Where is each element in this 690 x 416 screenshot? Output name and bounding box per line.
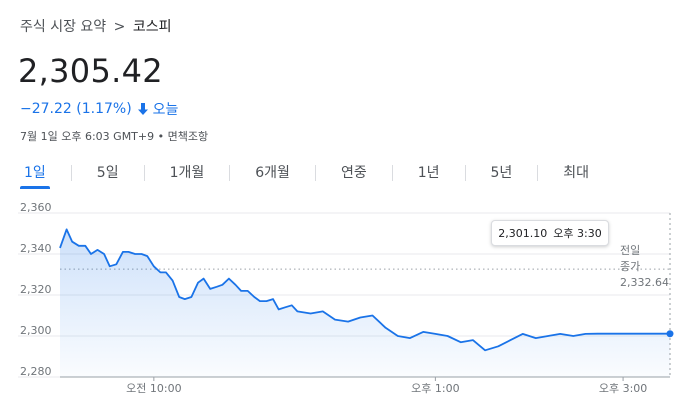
y-tick-label: 2,320 xyxy=(20,283,52,296)
breadcrumb-current: 코스피 xyxy=(132,19,172,35)
price-change: −27.22 (1.17%) xyxy=(20,101,132,117)
tab-divider xyxy=(229,165,231,181)
range-tabs: 1일 5일 1개월 6개월 연중 1년 5년 최대 xyxy=(20,163,593,189)
chart-tooltip: 2,301.10 오후 3:30 xyxy=(491,220,609,246)
y-tick-label: 2,300 xyxy=(20,324,52,337)
tab-divider xyxy=(143,165,145,181)
y-tick-label: 2,360 xyxy=(20,201,52,214)
tab-4[interactable]: 6개월 xyxy=(255,165,290,181)
breadcrumb-separator: > xyxy=(113,19,126,35)
tab-divider xyxy=(314,165,316,181)
breadcrumb: 주식 시장 요약 > 코스피 xyxy=(20,16,171,36)
tab-1[interactable]: 1일 xyxy=(20,163,50,189)
tooltip-time: 오후 3:30 xyxy=(553,227,602,240)
previous-close-value: 2,332.64 xyxy=(620,276,669,289)
y-tick-label: 2,280 xyxy=(20,365,52,378)
price-chart: 2,360 2,340 2,320 2,300 2,280 오전 10:00 오후 1:00… xyxy=(18,201,674,395)
current-price: 2,305.42 xyxy=(18,52,163,90)
tab-divider xyxy=(391,165,393,181)
change-period: 오늘 xyxy=(152,102,179,118)
tab-7[interactable]: 5년 xyxy=(490,165,513,181)
tab-5[interactable]: 연중 xyxy=(340,165,367,181)
price-change-row: −27.22 (1.17%) 오늘 xyxy=(20,99,178,119)
y-tick-label: 2,340 xyxy=(20,242,52,255)
previous-close: 전일 종가 2,332.64 xyxy=(620,243,669,291)
tab-divider xyxy=(464,165,466,181)
x-tick-label: 오전 10:00 xyxy=(126,382,181,395)
hover-point xyxy=(666,330,674,338)
price-line xyxy=(59,228,670,352)
previous-close-label-1: 전일 xyxy=(620,244,641,257)
tab-3[interactable]: 1개월 xyxy=(169,165,205,181)
tooltip-value: 2,301.10 xyxy=(498,226,548,240)
arrow-down-icon xyxy=(137,102,149,116)
tab-divider xyxy=(537,165,539,181)
price-area xyxy=(60,229,670,377)
x-tick-label: 오후 1:00 xyxy=(411,382,459,395)
tab-2[interactable]: 5일 xyxy=(96,165,119,181)
tab-8[interactable]: 최대 xyxy=(563,165,590,181)
breadcrumb-root-link[interactable]: 주식 시장 요약 xyxy=(20,19,107,35)
previous-close-label-2: 종가 xyxy=(620,260,641,273)
x-tick-label: 오후 3:00 xyxy=(599,382,647,395)
tab-6[interactable]: 1년 xyxy=(417,165,440,181)
tab-divider xyxy=(70,165,72,181)
quote-meta: 7월 1일 오후 6:03 GMT+9 • 면책조항 xyxy=(20,130,209,143)
